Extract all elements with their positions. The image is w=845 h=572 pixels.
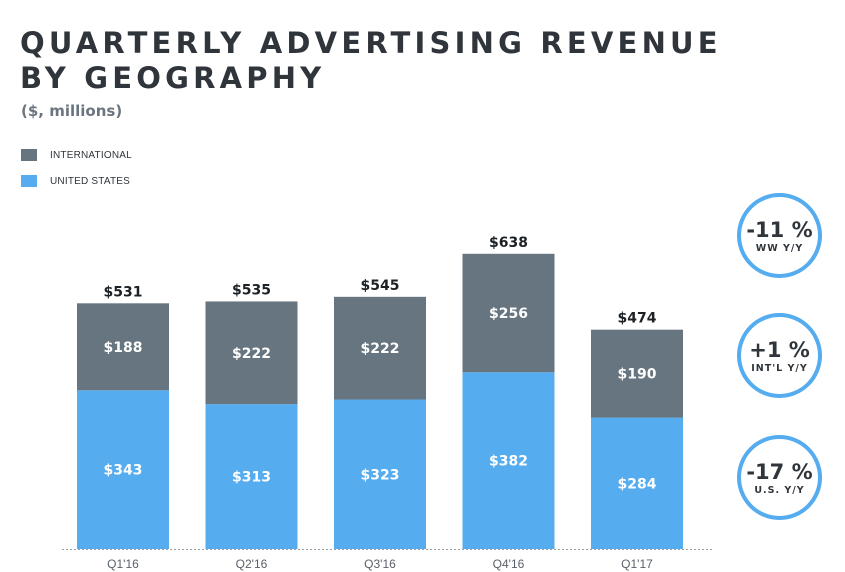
total-label-2: $545: [361, 278, 400, 294]
bar-intl-0: [77, 303, 169, 391]
callout-intl-yoy: +1 % INT'L Y/Y: [737, 313, 822, 398]
chart-subtitle: ($, millions): [21, 102, 123, 120]
data-label-us-1: $313: [232, 470, 271, 486]
chart-title: QUARTERLY ADVERTISING REVENUE BY GEOGRAP…: [20, 26, 722, 96]
legend-label-international: INTERNATIONAL: [50, 149, 132, 161]
data-label-intl-0: $188: [104, 340, 143, 356]
callout-ww-yoy: -11 % WW Y/Y: [737, 193, 822, 278]
data-label-us-3: $382: [489, 454, 528, 470]
callout-intl-value: +1 %: [749, 337, 810, 362]
x-tick-label-0: Q1'16: [107, 557, 139, 571]
data-label-us-2: $323: [361, 467, 400, 483]
callout-us-value: -17 %: [746, 459, 813, 484]
callout-us-label: U.S. Y/Y: [754, 484, 805, 496]
legend-swatch-united-states: [21, 175, 37, 187]
data-label-intl-3: $256: [489, 306, 528, 322]
total-label-0: $531: [104, 284, 143, 300]
total-label-4: $474: [618, 311, 657, 327]
data-label-intl-2: $222: [361, 341, 400, 357]
callout-ww-label: WW Y/Y: [755, 242, 804, 254]
x-tick-label-2: Q3'16: [364, 557, 396, 571]
data-label-intl-1: $222: [232, 346, 271, 362]
data-label-us-4: $284: [618, 476, 657, 492]
chart-title-line-2: BY GEOGRAPHY: [20, 61, 326, 95]
x-tick-label-4: Q1'17: [621, 557, 653, 571]
bar-us-1: [205, 404, 298, 549]
data-label-us-0: $343: [104, 463, 143, 479]
bar-intl-4: [591, 329, 683, 418]
legend-item-united-states: UNITED STATES: [21, 174, 132, 188]
bar-us-2: [334, 399, 426, 549]
bar-intl-2: [334, 296, 426, 400]
total-label-1: $535: [232, 282, 271, 298]
bar-us-0: [77, 390, 169, 549]
legend-label-united-states: UNITED STATES: [50, 175, 131, 187]
callout-ww-value: -11 %: [746, 217, 813, 242]
x-tick-label-3: Q4'16: [493, 557, 525, 571]
callout-intl-label: INT'L Y/Y: [751, 362, 808, 374]
bar-intl-3: [462, 253, 555, 373]
legend-swatch-international: [21, 149, 37, 161]
bar-intl-1: [205, 301, 298, 405]
bar-us-4: [591, 417, 683, 549]
chart-title-line-1: QUARTERLY ADVERTISING REVENUE: [20, 26, 722, 60]
callout-us-yoy: -17 % U.S. Y/Y: [737, 435, 822, 520]
legend-item-international: INTERNATIONAL: [21, 148, 132, 162]
total-label-3: $638: [489, 235, 528, 251]
bar-us-3: [462, 372, 555, 549]
x-tick-label-1: Q2'16: [236, 557, 268, 571]
legend: INTERNATIONAL UNITED STATES: [21, 148, 132, 200]
data-label-intl-4: $190: [618, 367, 657, 383]
